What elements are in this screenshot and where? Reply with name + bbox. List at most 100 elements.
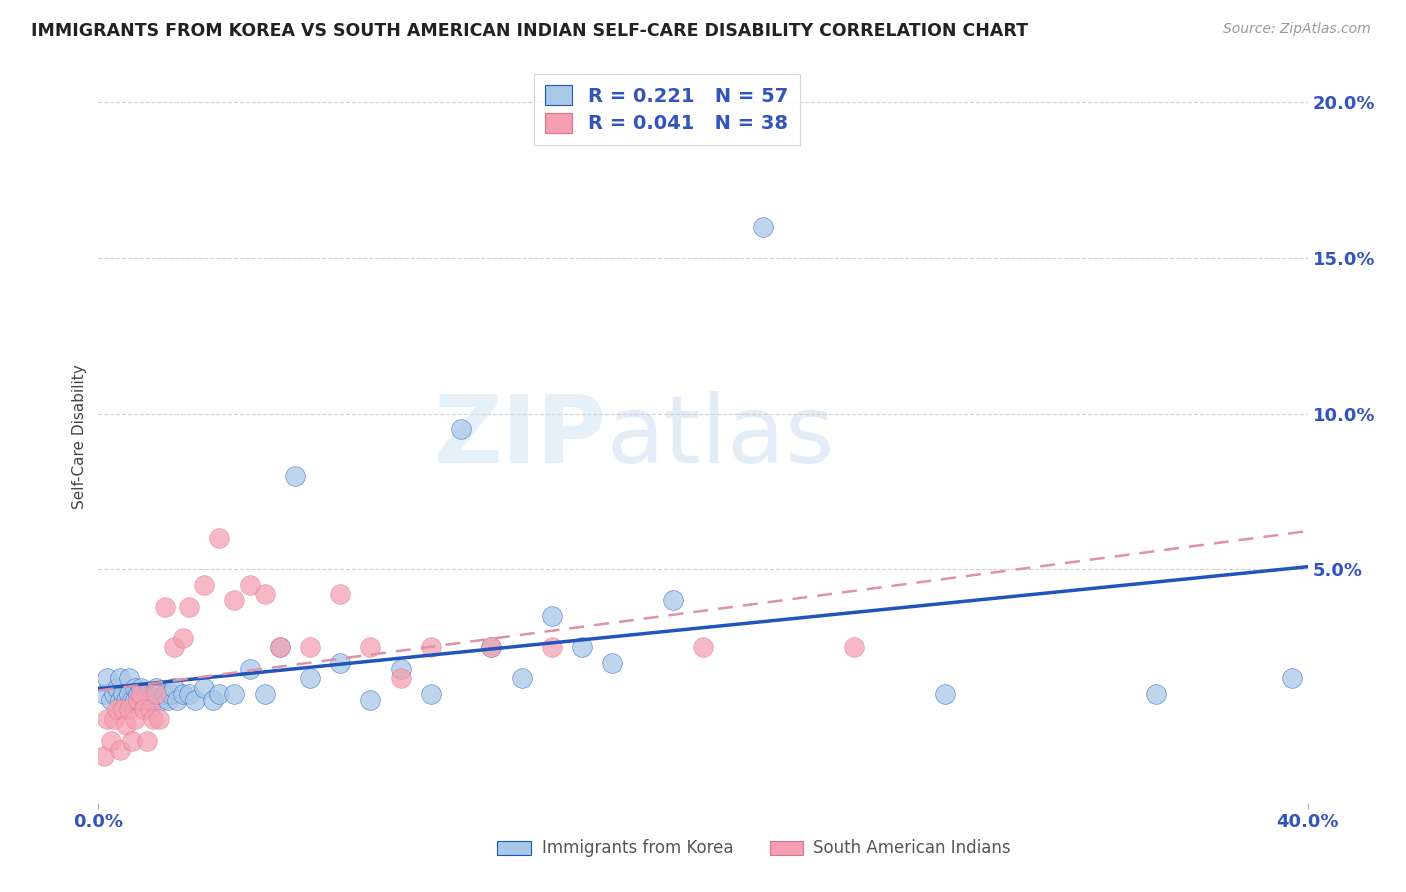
Point xyxy=(166,693,188,707)
Point xyxy=(299,671,322,685)
Point xyxy=(118,702,141,716)
Point xyxy=(510,671,533,685)
Point xyxy=(571,640,593,655)
Point xyxy=(145,681,167,695)
Point xyxy=(111,687,134,701)
Point xyxy=(93,687,115,701)
Point xyxy=(100,733,122,747)
Point xyxy=(139,693,162,707)
Point xyxy=(153,687,176,701)
Text: South American Indians: South American Indians xyxy=(813,839,1011,857)
Point xyxy=(179,599,201,614)
Point xyxy=(420,687,443,701)
Point xyxy=(108,743,131,757)
Point xyxy=(114,718,136,732)
Point xyxy=(135,687,157,701)
Point xyxy=(163,640,186,655)
Point xyxy=(239,578,262,592)
Point xyxy=(661,593,683,607)
Point xyxy=(124,681,146,695)
Point xyxy=(108,671,131,685)
Point xyxy=(172,687,194,701)
Point xyxy=(153,599,176,614)
Point xyxy=(184,693,207,707)
Point xyxy=(450,422,472,436)
Y-axis label: Self-Care Disability: Self-Care Disability xyxy=(72,365,87,509)
Point xyxy=(163,681,186,695)
Point xyxy=(156,693,179,707)
Point xyxy=(96,712,118,726)
Point xyxy=(481,640,503,655)
Point xyxy=(172,631,194,645)
Point xyxy=(299,640,322,655)
Point xyxy=(100,693,122,707)
Point xyxy=(111,702,134,716)
Point xyxy=(121,693,143,707)
Point xyxy=(389,662,412,676)
Point xyxy=(103,712,125,726)
Point xyxy=(224,687,246,701)
Point xyxy=(1281,671,1303,685)
Point xyxy=(481,640,503,655)
Point xyxy=(602,656,624,670)
Point xyxy=(752,219,775,234)
Point xyxy=(121,733,143,747)
Text: atlas: atlas xyxy=(606,391,835,483)
Point xyxy=(150,693,173,707)
Point xyxy=(129,681,152,695)
Point xyxy=(105,681,128,695)
Point xyxy=(253,587,276,601)
Point xyxy=(103,687,125,701)
Point xyxy=(692,640,714,655)
Point xyxy=(360,693,382,707)
Point xyxy=(208,531,231,545)
Point xyxy=(329,587,352,601)
FancyBboxPatch shape xyxy=(769,841,803,855)
Text: ZIP: ZIP xyxy=(433,391,606,483)
Point xyxy=(124,693,146,707)
Point xyxy=(208,687,231,701)
Point xyxy=(329,656,352,670)
Point xyxy=(96,671,118,685)
Point xyxy=(224,593,246,607)
Point xyxy=(360,640,382,655)
Point xyxy=(1144,687,1167,701)
Point xyxy=(540,640,562,655)
Point xyxy=(284,469,307,483)
Point xyxy=(844,640,866,655)
Point xyxy=(145,687,167,701)
Point xyxy=(934,687,956,701)
Point xyxy=(179,687,201,701)
Point xyxy=(253,687,276,701)
Point xyxy=(193,681,215,695)
Point xyxy=(124,712,146,726)
Point xyxy=(127,693,149,707)
Text: Immigrants from Korea: Immigrants from Korea xyxy=(543,839,734,857)
Point xyxy=(132,693,155,707)
Point xyxy=(129,687,152,701)
Point xyxy=(142,712,165,726)
Point xyxy=(193,578,215,592)
Point xyxy=(135,733,157,747)
Point xyxy=(269,640,291,655)
Point xyxy=(239,662,262,676)
Legend: R = 0.221   N = 57, R = 0.041   N = 38: R = 0.221 N = 57, R = 0.041 N = 38 xyxy=(533,74,800,145)
Point xyxy=(142,687,165,701)
Point xyxy=(118,671,141,685)
Point xyxy=(114,693,136,707)
Point xyxy=(127,687,149,701)
Point xyxy=(132,702,155,716)
Text: Source: ZipAtlas.com: Source: ZipAtlas.com xyxy=(1223,22,1371,37)
Point xyxy=(129,693,152,707)
Point xyxy=(139,702,162,716)
Point xyxy=(108,693,131,707)
Point xyxy=(269,640,291,655)
Point xyxy=(118,687,141,701)
Point xyxy=(540,609,562,624)
Point xyxy=(202,693,225,707)
Point xyxy=(142,693,165,707)
Text: IMMIGRANTS FROM KOREA VS SOUTH AMERICAN INDIAN SELF-CARE DISABILITY CORRELATION : IMMIGRANTS FROM KOREA VS SOUTH AMERICAN … xyxy=(31,22,1028,40)
Point xyxy=(420,640,443,655)
Point xyxy=(148,687,170,701)
Point xyxy=(389,671,412,685)
